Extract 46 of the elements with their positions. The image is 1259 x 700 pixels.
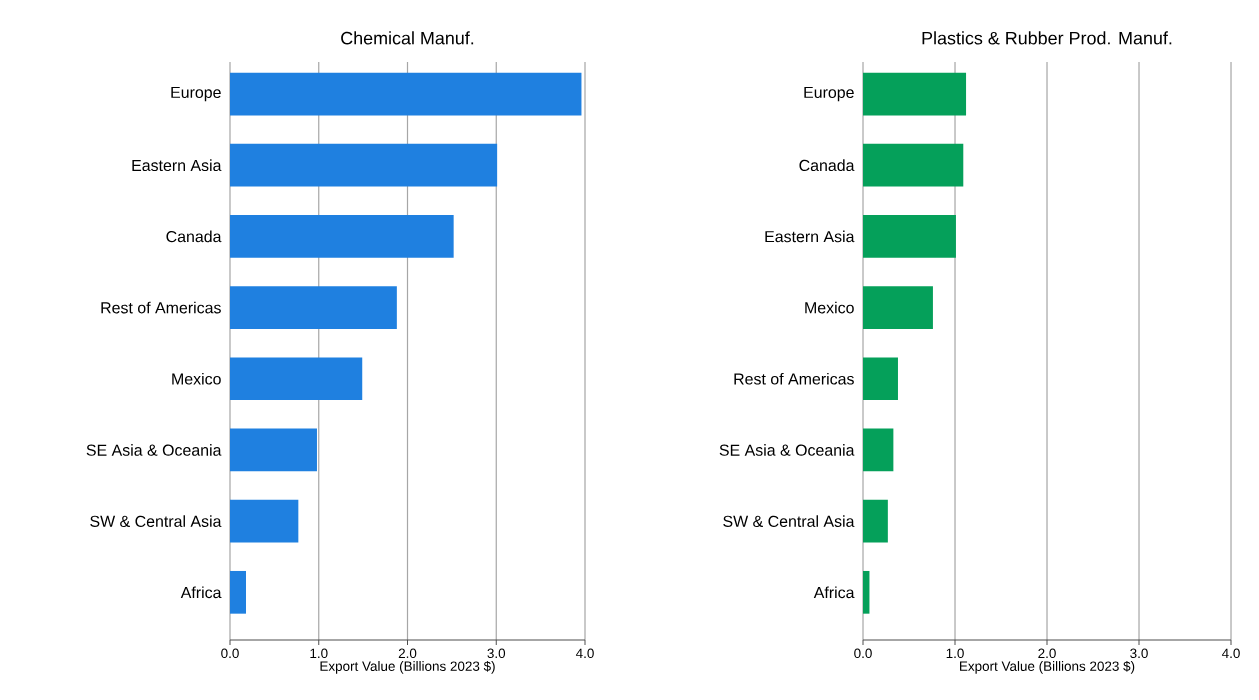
bar [863, 428, 894, 472]
chart-title: Plastics & Rubber Prod. Manuf. [922, 31, 1172, 45]
y-tick-label: Africa [813, 586, 855, 599]
x-tick-label: 1.0 [310, 648, 328, 659]
y-tick-label: Africa [180, 586, 222, 599]
x-tick-label: 0.0 [221, 648, 239, 659]
bar [230, 499, 299, 543]
x-tick-label: 4.0 [575, 648, 594, 659]
x-tick-label: 1.0 [946, 648, 964, 659]
y-tick-label: Eastern Asia [132, 159, 222, 172]
bar [230, 286, 397, 329]
y-tick-label: Europe [804, 86, 854, 102]
y-tick-label: Canada [799, 159, 855, 172]
y-tick-label: Eastern Asia [765, 230, 855, 243]
x-tick-label: 0.0 [854, 648, 872, 659]
y-tick-label: Canada [166, 230, 222, 243]
x-axis-title: Export Value (Billions 2023 $) [960, 660, 1135, 674]
y-tick-label: Mexico [172, 372, 221, 385]
x-tick-label: 2.0 [398, 648, 417, 659]
x-tick-label: 4.0 [1221, 648, 1240, 659]
x-tick-label: 2.0 [1038, 648, 1056, 659]
y-tick-label: Europe [171, 86, 221, 102]
x-tick-label: 3.0 [487, 648, 506, 659]
bar [863, 215, 956, 258]
y-tick-label: SE Asia & Oceania [86, 444, 222, 456]
chart-title: Chemical Manuf. [341, 31, 474, 45]
bar [863, 143, 964, 187]
y-tick-label: SE Asia & Oceania [719, 444, 855, 456]
bar [863, 499, 888, 543]
bar [230, 428, 317, 472]
bar [230, 143, 498, 187]
bar [863, 357, 898, 401]
bar [863, 72, 967, 116]
y-tick-label: SW & Central Asia [723, 515, 855, 527]
bar [863, 286, 933, 329]
y-tick-label: Rest of Americas [734, 372, 854, 385]
y-tick-label: Rest of Americas [101, 301, 221, 314]
bar [863, 570, 870, 614]
bar [230, 215, 454, 258]
y-tick-label: SW & Central Asia [90, 515, 222, 527]
x-tick-label: 3.0 [1130, 648, 1148, 659]
bar [230, 357, 363, 401]
y-tick-label: Mexico [805, 301, 854, 314]
bar [230, 570, 246, 614]
bar [230, 72, 582, 116]
x-axis-title: Export Value (Billions 2023 $) [320, 660, 495, 674]
